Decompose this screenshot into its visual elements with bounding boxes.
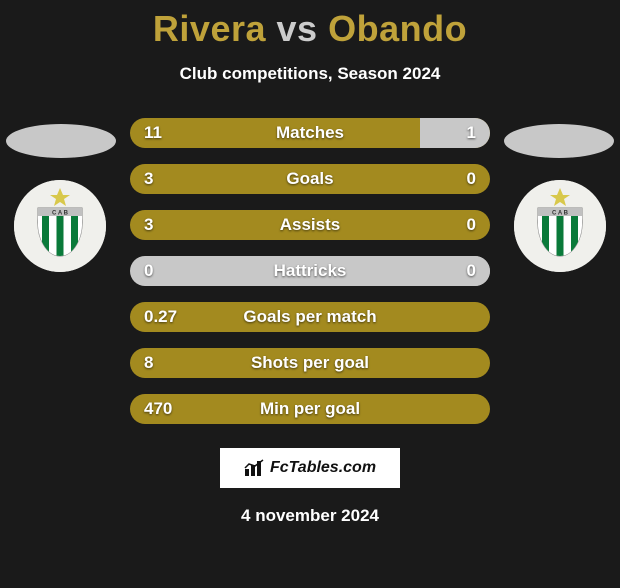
- stat-label: Assists: [130, 210, 490, 240]
- source-logo-text: FcTables.com: [270, 459, 376, 477]
- chart-icon: [244, 459, 266, 477]
- comparison-title: Rivera vs Obando: [0, 8, 620, 50]
- title-vs: vs: [277, 8, 318, 49]
- svg-text:C A B: C A B: [552, 211, 569, 217]
- stat-label: Goals per match: [130, 302, 490, 332]
- stat-row: 111Matches: [130, 118, 490, 148]
- source-logo: FcTables.com: [220, 448, 400, 488]
- stat-label: Shots per goal: [130, 348, 490, 378]
- player-right-shadow: [504, 124, 614, 158]
- club-crest-right: C A B: [514, 180, 606, 272]
- stat-row: 30Goals: [130, 164, 490, 194]
- stat-label: Hattricks: [130, 256, 490, 286]
- stat-label: Min per goal: [130, 394, 490, 424]
- footer-date: 4 november 2024: [0, 506, 620, 526]
- player-left-shadow: [6, 124, 116, 158]
- stat-label: Matches: [130, 118, 490, 148]
- stat-row: 0.27Goals per match: [130, 302, 490, 332]
- svg-text:C A B: C A B: [52, 211, 69, 217]
- title-player-right: Obando: [328, 8, 467, 49]
- club-crest-left: C A B: [14, 180, 106, 272]
- stat-row: 470Min per goal: [130, 394, 490, 424]
- stat-row: 00Hattricks: [130, 256, 490, 286]
- stat-bars: 111Matches 30Goals 30Assists 00Hattricks 0.2…: [130, 118, 490, 424]
- stat-row: 30Assists: [130, 210, 490, 240]
- stat-label: Goals: [130, 164, 490, 194]
- comparison-subtitle: Club competitions, Season 2024: [0, 64, 620, 84]
- title-player-left: Rivera: [153, 8, 266, 49]
- comparison-stage: C A B C A B 111Matches 30Goals 30Assists 00…: [0, 118, 620, 424]
- stat-row: 8Shots per goal: [130, 348, 490, 378]
